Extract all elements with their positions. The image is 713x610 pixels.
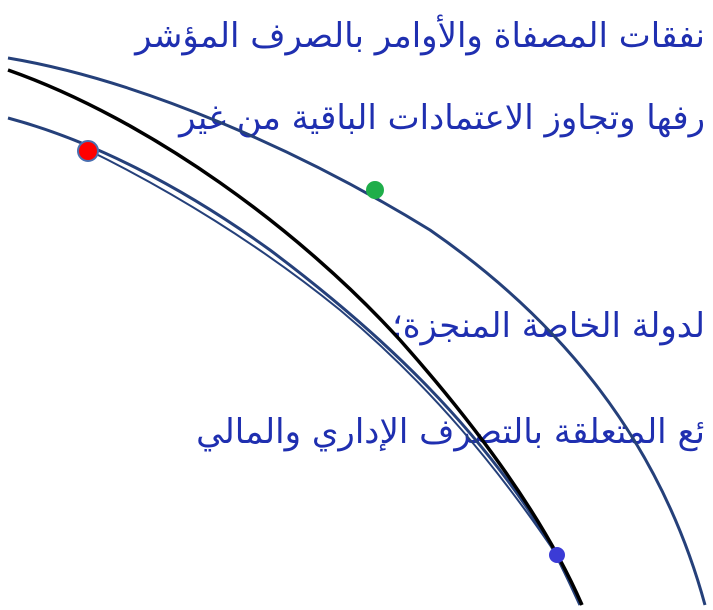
red-marker [77,140,99,162]
main-curve [7,68,584,606]
outer-curve [7,56,707,606]
blue-marker [549,547,565,563]
green-marker [366,181,384,199]
slide-text-line-2: رفها وتجاوز الاعتمادات الباقية من غير [179,98,705,138]
inner-curve-shadow [87,149,561,561]
slide-text-line-3: لدولة الخاصة المنجزة؛ [391,306,705,346]
inner-curve [7,116,582,606]
slide-text-line-1: نفقات المصفاة والأوامر بالصرف المؤشر [135,16,705,56]
